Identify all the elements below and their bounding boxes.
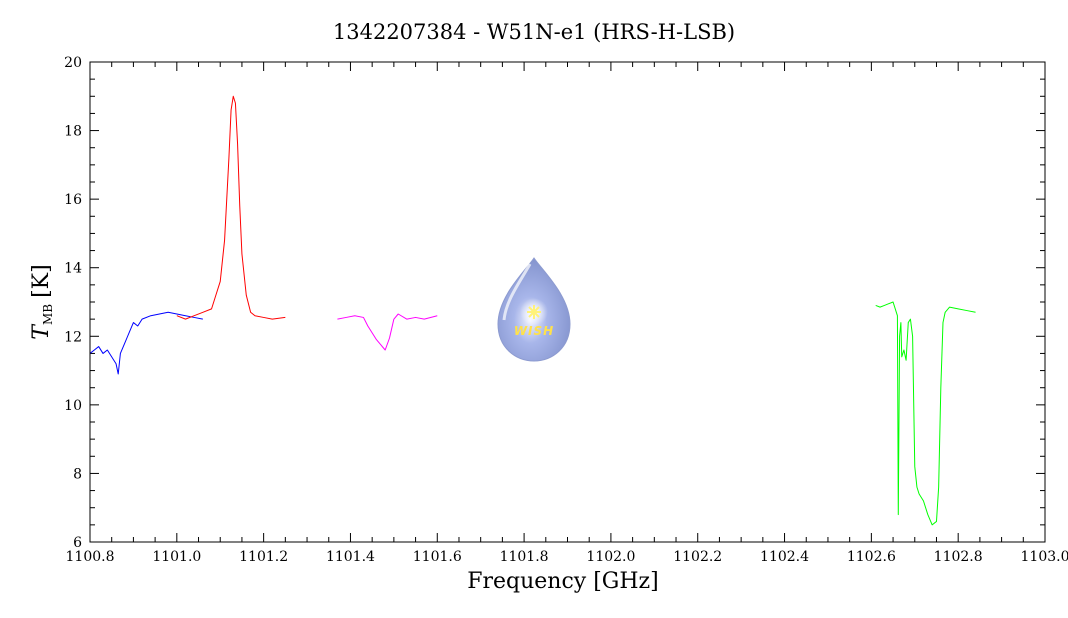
series-line-2	[176, 95, 286, 320]
series-line-3	[337, 313, 438, 351]
x-tick-label: 1101.6	[413, 549, 462, 565]
x-tick-label: 1102.0	[586, 549, 635, 565]
wish-logo: WISH	[497, 257, 571, 362]
x-tick-label: 1103.0	[1021, 549, 1068, 565]
x-tick-label: 1100.8	[66, 549, 115, 565]
logo-text: WISH	[514, 324, 554, 338]
y-tick-label: 12	[64, 329, 82, 345]
x-tick-label: 1102.6	[847, 549, 896, 565]
y-tick-label: 6	[73, 535, 82, 551]
y-axis-label: TMB [K]	[29, 264, 55, 339]
y-tick-label: 14	[64, 261, 82, 277]
series-layer	[89, 95, 976, 526]
y-axis-ticks: 6 8 10 12 14 16 18 20	[64, 55, 1045, 551]
star-icon	[527, 305, 541, 319]
x-tick-label: 1102.8	[934, 549, 983, 565]
y-tick-label: 8	[73, 466, 82, 482]
y-tick-label: 16	[64, 192, 82, 208]
x-tick-label: 1101.4	[326, 549, 375, 565]
x-axis-label: Frequency [GHz]	[467, 569, 659, 594]
x-tick-label: 1101.0	[152, 549, 201, 565]
svg-text:TMB[K]: TMB [K]	[29, 264, 55, 339]
x-tick-label: 1101.2	[239, 549, 288, 565]
x-tick-label: 1102.4	[760, 549, 809, 565]
series-line-4	[875, 301, 976, 526]
chart-title: 1342207384 - W51N-e1 (HRS-H-LSB)	[333, 20, 735, 44]
y-tick-label: 20	[64, 55, 82, 71]
y-axis-label-unit: [K]	[29, 264, 54, 298]
y-axis-label-symbol: T	[29, 323, 54, 340]
series-line-1	[89, 311, 203, 375]
x-tick-label: 1102.2	[673, 549, 722, 565]
y-axis-label-subscript: MB	[41, 304, 55, 325]
x-axis-ticks: 1100.8 1101.0 1101.2 1101.4 1101.6 1101.8 1102…	[66, 62, 1068, 565]
plot-frame	[89, 61, 1046, 543]
y-tick-label: 18	[64, 124, 82, 140]
y-tick-label: 10	[64, 398, 82, 414]
x-tick-label: 1101.8	[500, 549, 549, 565]
